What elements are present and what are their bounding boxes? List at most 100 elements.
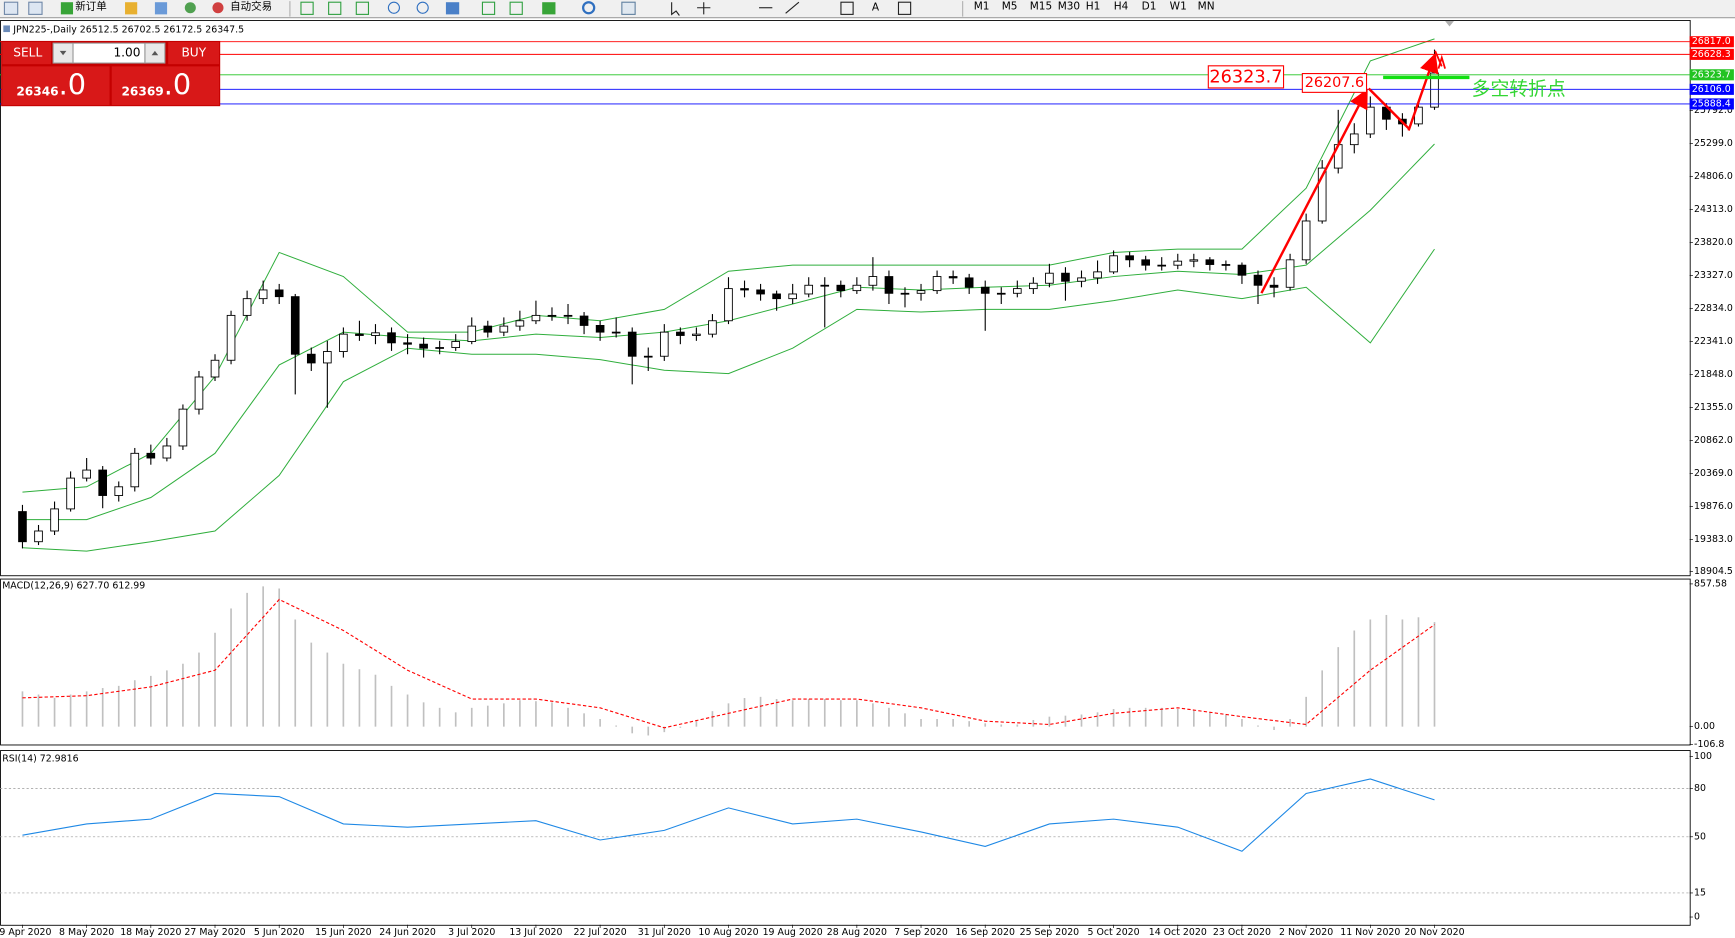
candle-body <box>676 331 685 336</box>
candle-body <box>756 289 765 295</box>
chart-title: JPN225-,Daily 26512.5 26702.5 26172.5 26… <box>12 24 244 35</box>
candle-body <box>708 320 717 335</box>
y-tick-label: 22834.0 <box>1694 303 1733 314</box>
candle-body <box>772 293 781 300</box>
y-tick-label: 25792.0 <box>1694 105 1733 116</box>
new-order[interactable]: 新订单 <box>75 0 107 13</box>
candle-body <box>836 284 846 292</box>
level-label: 26817.0 <box>1692 36 1731 47</box>
timeframe[interactable]: M30 <box>1058 1 1080 13</box>
auto-trading[interactable]: 自动交易 <box>230 0 272 13</box>
candle-body <box>1045 272 1054 284</box>
shift-marker <box>1445 21 1454 27</box>
candle-body <box>1077 277 1086 282</box>
candle-body <box>1317 167 1327 222</box>
level-tag <box>1689 69 1734 81</box>
x-tick-label: 31 Jul 2020 <box>638 927 691 938</box>
svg-text:A: A <box>872 2 880 14</box>
y-tick-label: 25299.0 <box>1694 138 1733 149</box>
candle-body <box>451 341 461 348</box>
candle-body <box>34 530 43 543</box>
x-tick-label: 13 Jul 2020 <box>509 927 562 938</box>
y-tick-label: 23327.0 <box>1694 270 1733 281</box>
candle-body <box>371 332 380 336</box>
x-tick-label: 23 Oct 2020 <box>1213 927 1271 938</box>
rsi-line <box>22 778 1435 852</box>
candle-body <box>932 276 942 292</box>
candle-body <box>1125 255 1134 261</box>
candle-body <box>387 332 396 344</box>
x-tick-label: 20 Nov 2020 <box>1404 927 1464 938</box>
timeframe[interactable]: H4 <box>1114 1 1129 13</box>
level-label: 26323.7 <box>1692 69 1731 80</box>
x-tick-label: 5 Jun 2020 <box>254 927 305 938</box>
y-tick-label: 24806.0 <box>1694 171 1733 182</box>
candle-body <box>50 508 59 532</box>
candle-body <box>643 355 653 358</box>
candle-body <box>339 333 348 352</box>
candle-body <box>788 293 797 300</box>
trade-panel <box>1 40 221 107</box>
y-tick-label: 22341.0 <box>1694 336 1733 347</box>
timeframe[interactable]: M15 <box>1030 1 1052 13</box>
y-tick-label: -106.8 <box>1694 739 1724 750</box>
buy-label[interactable]: BUY <box>181 46 206 60</box>
x-tick-label: 19 Aug 2020 <box>763 927 823 938</box>
candle-body <box>1301 220 1311 261</box>
annotation: 26323.7 <box>1209 67 1282 87</box>
x-tick-label: 16 Sep 2020 <box>955 927 1015 938</box>
timeframe[interactable]: D1 <box>1142 1 1157 13</box>
macd-title: MACD(12,26,9) 627.70 612.99 <box>2 581 145 592</box>
ask-box[interactable] <box>111 66 220 106</box>
timeframe[interactable]: M5 <box>1002 1 1018 13</box>
candle-body <box>323 351 332 364</box>
bollinger-upper <box>22 38 1435 493</box>
x-tick-label: 25 Sep 2020 <box>1020 927 1080 938</box>
candle-body <box>290 296 300 355</box>
timeframe[interactable]: W1 <box>1170 1 1187 13</box>
buy-button[interactable] <box>168 42 220 65</box>
x-tick-label: 10 Aug 2020 <box>698 927 758 938</box>
symbol-icon <box>3 25 10 33</box>
candle-body <box>1205 259 1215 265</box>
candle-body <box>403 342 412 345</box>
candle-body <box>114 486 124 496</box>
candle-body <box>740 288 749 291</box>
lots[interactable]: 1.00 <box>113 46 140 60</box>
y-tick-label: 50 <box>1694 831 1706 842</box>
candle-body <box>531 314 541 322</box>
x-tick-label: 5 Oct 2020 <box>1088 927 1140 938</box>
y-tick-label: 20862.0 <box>1694 435 1733 446</box>
candle-body <box>258 289 268 300</box>
timeframe[interactable]: M1 <box>974 1 990 13</box>
timeframes: M1 M5 M15 M30 H1 H4 D1 W1 MN <box>974 1 1215 13</box>
sell-button[interactable] <box>2 42 51 65</box>
y-tick-label: 15 <box>1694 887 1706 898</box>
y-tick-label: 19383.0 <box>1694 534 1733 545</box>
y-tick-label: 24313.0 <box>1694 204 1733 215</box>
candle-body <box>1109 255 1118 273</box>
candle-body <box>1189 259 1199 262</box>
candle-body <box>355 333 364 336</box>
y-tick-label: 100 <box>1694 751 1712 762</box>
new-order-icon[interactable] <box>60 2 74 15</box>
level-tag <box>1689 48 1734 60</box>
candle-body <box>1269 284 1279 288</box>
ask-price: 26369 <box>121 84 163 98</box>
bid-box[interactable] <box>2 66 110 106</box>
x-tick-label: 27 May 2020 <box>184 927 245 938</box>
candle-body <box>1157 264 1167 267</box>
candle-body <box>1141 259 1150 266</box>
candle-body <box>1012 288 1022 294</box>
timeframe[interactable]: H1 <box>1086 1 1101 13</box>
x-tick-label: 29 Apr 2020 <box>0 927 52 938</box>
candle-body <box>579 315 589 326</box>
candle-body <box>804 284 814 295</box>
candle-body <box>306 353 316 364</box>
candle-body <box>611 331 621 334</box>
timeframe[interactable]: MN <box>1198 1 1215 13</box>
sell-label[interactable]: SELL <box>13 46 42 60</box>
candle-body <box>595 324 605 333</box>
candle-body <box>1253 274 1263 286</box>
